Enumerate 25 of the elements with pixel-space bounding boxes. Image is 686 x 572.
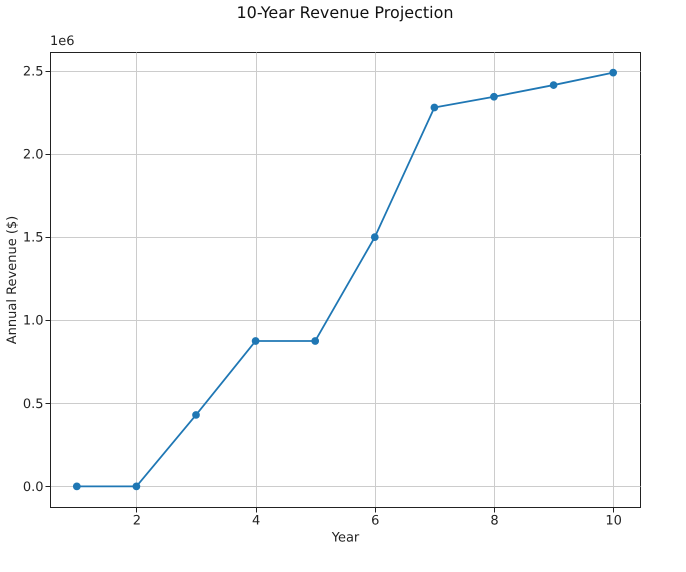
y-tick-label: 2.5 [22,64,44,80]
point [192,411,200,419]
y-tick-label: 2.0 [22,148,44,163]
y-tick-label: 0.0 [22,480,44,495]
point [490,92,498,101]
x-tick-label: 2 [132,514,142,528]
point [132,482,140,490]
x-axis-title: Year [330,530,360,546]
point [430,104,438,112]
point [370,233,379,241]
x-tick-label: 6 [371,514,380,528]
x-tick-label: 8 [490,514,499,528]
y-tick-label: 0.5 [22,396,44,412]
point [311,337,320,345]
chart-title: 10-Year Revenue Projection [236,3,454,22]
point [550,81,558,89]
y-tick-label: 1.5 [22,230,44,246]
y-tick-label: 1.0 [22,314,44,329]
point [252,337,260,345]
point [609,68,618,76]
y-axis-title: Annual Revenue ($) [4,216,20,344]
x-tick-label: 4 [252,514,260,528]
point [72,482,81,490]
x-tick-label: 10 [605,514,622,528]
text: 1e6 [50,34,75,49]
